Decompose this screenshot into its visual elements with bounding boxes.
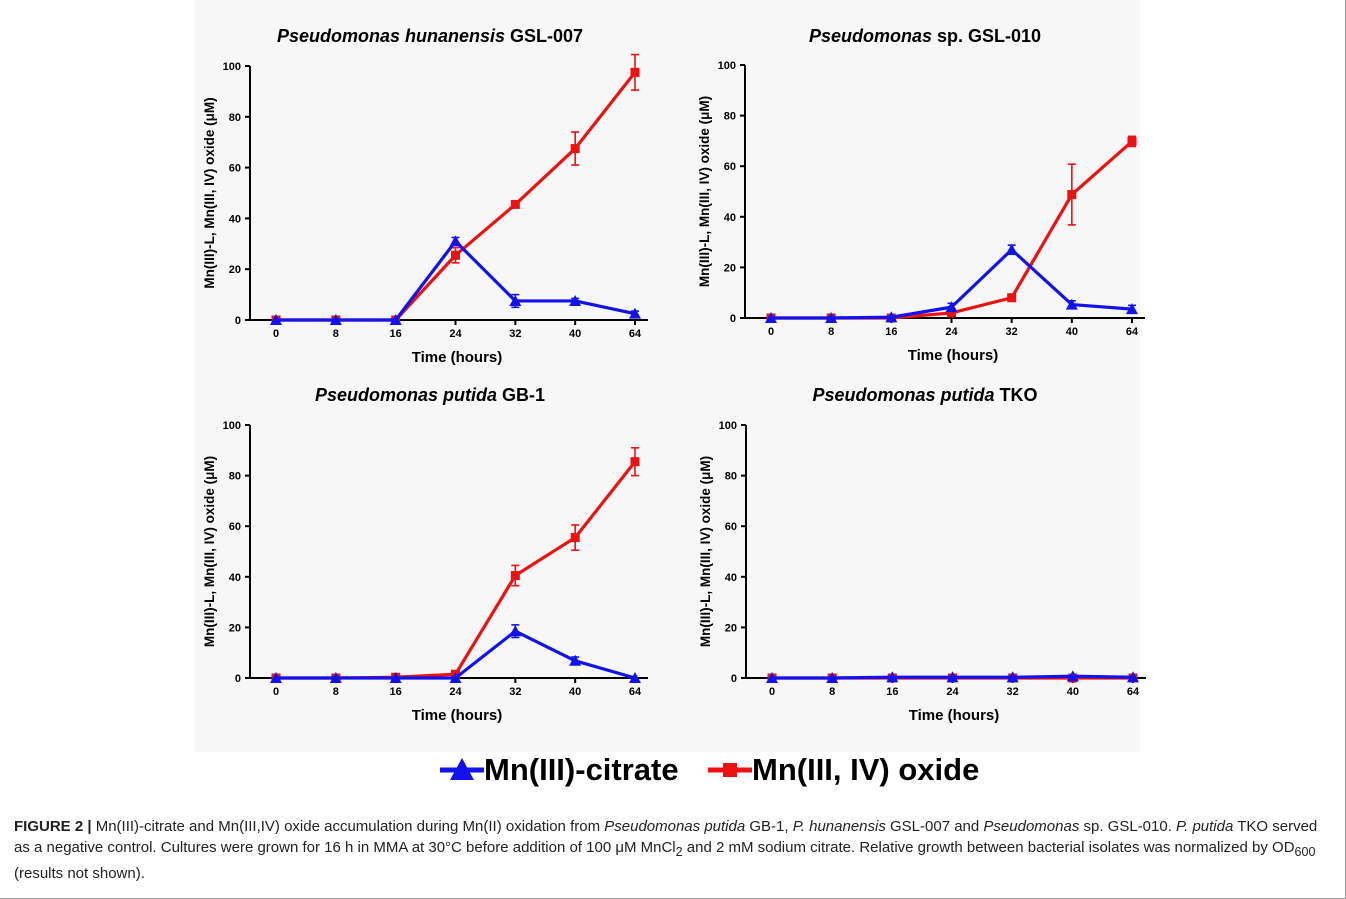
- caption-text: GSL-007 and: [885, 818, 984, 835]
- legend-label: Mn(III)-citrate: [484, 752, 679, 787]
- panel-title-species: Pseudomonas putida: [314, 385, 497, 405]
- panel-title-species: Pseudomonas: [808, 26, 932, 46]
- caption-text: and 2 mM sodium citrate. Relative growth…: [682, 839, 1295, 856]
- panel-title-species: Pseudomonas hunanensis: [276, 26, 505, 46]
- legend-label: Mn(III, IV) oxide: [752, 752, 980, 787]
- figure-caption: FIGURE 2 | Mn(III)-citrate and Mn(III,IV…: [14, 816, 1334, 884]
- panel-title: Pseudomonas putida GB-1: [195, 385, 665, 406]
- caption-label: FIGURE 2 |: [14, 818, 92, 835]
- panel-title: Pseudomonas hunanensis GSL-007: [195, 26, 665, 47]
- panel-title: Pseudomonas putida TKO: [690, 385, 1160, 406]
- caption-text: 2: [675, 845, 683, 859]
- caption-text: Mn(III)-citrate and Mn(III,IV) oxide acc…: [91, 818, 605, 835]
- caption-text: 600: [1294, 845, 1316, 859]
- panel-title-strain: GSL-007: [510, 26, 584, 46]
- caption-text: Pseudomonas putida: [604, 818, 746, 835]
- caption-text: TKO served as a negative control. Cultur…: [14, 818, 1318, 856]
- legend-item-citrate: Mn(III)-citrate: [440, 748, 679, 792]
- panel-hunanensis: Pseudomonas hunanensis GSL-007: [195, 22, 665, 372]
- caption-text: P. hunanensis: [792, 818, 886, 835]
- panel-title-species: Pseudomonas putida: [812, 385, 995, 405]
- caption-text: GB-1,: [745, 818, 793, 835]
- triangle-marker-icon: [440, 758, 484, 780]
- panel-tko: Pseudomonas putida TKO: [690, 381, 1160, 731]
- legend-item-oxide: Mn(III, IV) oxide: [708, 748, 979, 792]
- panel-gb1: Pseudomonas putida GB-1: [195, 381, 665, 731]
- panel-gsl010: Pseudomonas sp. GSL-010: [690, 22, 1160, 372]
- panel-title-strain: TKO: [999, 385, 1038, 405]
- panel-title-strain: sp. GSL-010: [937, 26, 1042, 46]
- caption-text: (results not shown).: [14, 865, 145, 882]
- caption-text: Pseudomonas: [983, 818, 1080, 835]
- caption-text: sp. GSL-010.: [1079, 818, 1177, 835]
- panel-title: Pseudomonas sp. GSL-010: [690, 26, 1160, 47]
- legend: Mn(III)-citrate Mn(III, IV) oxide: [440, 748, 1040, 792]
- caption-text: P. putida: [1176, 818, 1234, 835]
- square-marker-icon: [708, 763, 752, 777]
- panel-title-strain: GB-1: [502, 385, 546, 405]
